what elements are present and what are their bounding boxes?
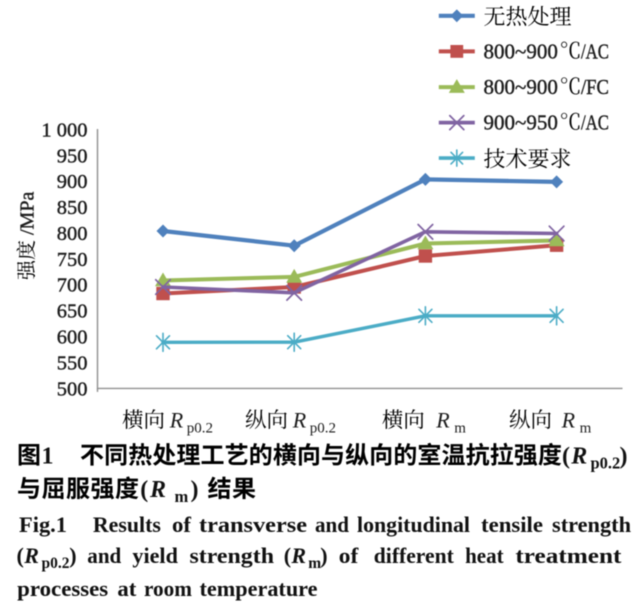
svg-text:500: 500 — [57, 378, 88, 400]
svg-text:R: R — [169, 407, 184, 432]
svg-text:R: R — [23, 543, 39, 568]
svg-text:(: ( — [284, 543, 291, 568]
svg-text:room: room — [144, 576, 192, 601]
svg-text:and: and — [315, 512, 349, 537]
svg-text:(: ( — [140, 477, 148, 503]
svg-text:m: m — [175, 487, 189, 506]
svg-text:strength: strength — [190, 543, 275, 568]
svg-text:p0.2: p0.2 — [187, 420, 213, 436]
svg-text:tensile: tensile — [481, 512, 543, 537]
svg-text:at: at — [117, 576, 137, 601]
svg-text:R: R — [149, 477, 166, 503]
svg-text:/AC: /AC — [581, 39, 609, 63]
svg-text:700: 700 — [57, 275, 88, 297]
svg-text:Fig.1: Fig.1 — [19, 512, 67, 537]
svg-text:of: of — [339, 543, 359, 568]
svg-text:/MPa: /MPa — [17, 192, 39, 235]
svg-text:treatment: treatment — [515, 543, 622, 568]
svg-text:): ) — [191, 477, 199, 503]
svg-text:p0.2: p0.2 — [310, 420, 336, 436]
svg-text:850: 850 — [57, 197, 88, 219]
svg-text:): ) — [320, 543, 327, 568]
svg-text:R: R — [570, 444, 587, 470]
svg-text:transverse: transverse — [199, 512, 307, 537]
svg-text:600: 600 — [57, 327, 88, 349]
svg-text:m: m — [580, 420, 592, 436]
svg-text:p0.2: p0.2 — [42, 555, 70, 572]
svg-text:R: R — [561, 407, 576, 432]
svg-text:800~900: 800~900 — [484, 39, 558, 63]
svg-text:): ) — [620, 444, 628, 470]
svg-text:950: 950 — [57, 145, 88, 167]
svg-text:p0.2: p0.2 — [591, 454, 621, 473]
svg-text:different: different — [374, 543, 455, 568]
svg-text:550: 550 — [57, 352, 88, 374]
svg-text:650: 650 — [57, 301, 88, 323]
svg-text:yield: yield — [132, 543, 178, 568]
svg-text:800~900: 800~900 — [484, 75, 558, 99]
svg-text:strength: strength — [552, 512, 631, 537]
svg-text:): ) — [69, 543, 76, 568]
svg-text:heat: heat — [465, 543, 504, 568]
svg-text:Results: Results — [93, 512, 161, 537]
svg-text:processes: processes — [17, 576, 108, 601]
svg-text:1: 1 — [42, 444, 54, 470]
svg-text:/FC: /FC — [581, 75, 609, 99]
svg-text:/AC: /AC — [581, 111, 609, 135]
svg-text:900: 900 — [57, 171, 88, 193]
svg-text:(: ( — [562, 444, 570, 470]
svg-text:(: ( — [17, 543, 24, 568]
svg-text:800: 800 — [57, 223, 88, 245]
svg-text:temperature: temperature — [200, 576, 318, 601]
svg-text:m: m — [454, 420, 466, 436]
svg-text:of: of — [172, 512, 192, 537]
svg-text:900~950: 900~950 — [484, 111, 558, 135]
svg-text:R: R — [290, 543, 306, 568]
svg-text:and: and — [87, 543, 121, 568]
svg-text:longitudinal: longitudinal — [357, 512, 470, 537]
svg-text:R: R — [435, 407, 450, 432]
svg-text:m: m — [308, 555, 321, 572]
svg-text:1 000: 1 000 — [41, 119, 87, 141]
svg-text:R: R — [292, 407, 307, 432]
svg-text:750: 750 — [57, 249, 88, 271]
